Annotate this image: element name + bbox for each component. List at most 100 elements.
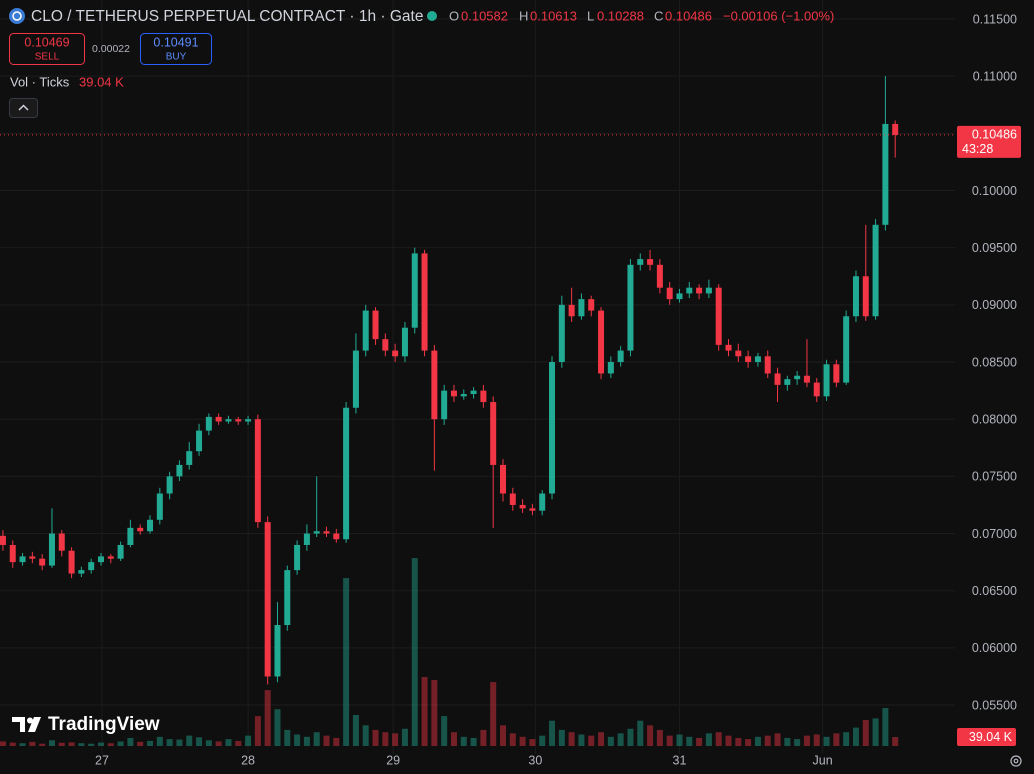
settings-icon[interactable]	[1010, 755, 1022, 767]
volume-bar	[852, 727, 859, 746]
volume-bar	[774, 733, 781, 746]
candle-body	[205, 416, 212, 431]
volume-bar	[539, 735, 546, 746]
candle-body	[254, 419, 261, 523]
candle-body	[88, 562, 95, 571]
candle-body	[29, 556, 36, 559]
candle-body	[294, 544, 301, 571]
collapse-button[interactable]	[9, 98, 38, 118]
candle-body	[225, 419, 232, 422]
volume-bar	[696, 737, 703, 746]
logo-dot	[27, 717, 33, 724]
volume-bar	[490, 682, 497, 746]
y-tick-label: 0.08000	[972, 412, 1017, 426]
brand-name: TradingView	[48, 714, 160, 735]
candle-body	[617, 350, 624, 363]
settings-icon-center	[1013, 758, 1019, 764]
volume-bar	[549, 720, 556, 746]
candle-body	[176, 464, 183, 477]
candle-body	[156, 493, 163, 520]
y-tick-label: 0.11000	[973, 69, 1017, 83]
candle-body	[803, 375, 810, 383]
candle-body	[470, 390, 477, 395]
candle-body	[568, 304, 575, 317]
candle-body	[764, 356, 771, 374]
last-volume-box	[957, 728, 1016, 747]
spread: 0.00022	[92, 43, 130, 55]
candle-body	[637, 259, 644, 265]
logo-t	[12, 717, 25, 732]
candle-body	[784, 379, 791, 385]
volume-bar	[754, 736, 761, 746]
symbol-icon	[9, 8, 25, 24]
volume-bar	[803, 735, 810, 746]
candle-body	[303, 533, 310, 545]
candle-body	[480, 390, 487, 403]
sell-button[interactable]	[9, 33, 85, 65]
candle-body	[401, 327, 408, 357]
volume-bar	[372, 729, 379, 746]
symbol-icon-mark	[12, 11, 22, 21]
volume-bar	[715, 732, 722, 746]
volume-bar	[617, 733, 624, 746]
candle-body	[460, 394, 467, 397]
candle-body	[578, 299, 585, 317]
candle-body	[647, 259, 654, 265]
volume-bar	[97, 742, 104, 746]
last-volume-label: 39.04 K	[969, 730, 1013, 744]
volume-title: Vol · Ticks	[10, 74, 70, 89]
candle-body	[892, 123, 899, 135]
volume-bar	[392, 733, 399, 746]
candle-body	[735, 350, 742, 357]
volume-bar	[205, 740, 212, 746]
y-tick-label: 0.10000	[972, 184, 1017, 198]
y-tick-label: 0.05500	[972, 698, 1017, 712]
candle-body	[352, 350, 359, 408]
sell-price: 0.10469	[24, 35, 69, 49]
sell-label: SELL	[35, 52, 60, 63]
ohlc-c: C	[654, 8, 663, 23]
candle-body	[823, 364, 830, 397]
candle-body	[411, 253, 418, 328]
candle-body	[274, 625, 281, 677]
volume-bar	[333, 737, 340, 746]
buy-button[interactable]	[140, 33, 212, 65]
candle-body	[97, 556, 104, 563]
volume-bar	[186, 735, 193, 746]
y-tick-label: 0.07000	[972, 527, 1017, 541]
candle-body	[166, 476, 173, 494]
candle-body	[705, 287, 712, 294]
volume-bar	[843, 732, 850, 746]
candle-body	[794, 375, 801, 380]
candle-body	[558, 304, 565, 363]
candle-body	[745, 356, 752, 363]
candle-body	[696, 287, 703, 294]
ohlc-close: 0.10486	[665, 8, 712, 23]
volume-bar	[588, 735, 595, 746]
market-status	[427, 11, 437, 21]
ohlc-l: L	[587, 8, 594, 23]
candle-body	[362, 310, 369, 351]
candle-body	[833, 364, 840, 383]
candle-body	[549, 362, 556, 494]
volume-bar	[225, 739, 232, 746]
candle-body	[127, 527, 134, 545]
symbol-title[interactable]: CLO / TETHERUS PERPETUAL CONTRACT · 1h ·…	[31, 8, 423, 25]
volume-bar	[0, 741, 6, 746]
candle-body	[19, 556, 26, 563]
volume-bar	[529, 739, 536, 746]
last-price-box	[957, 125, 1021, 158]
volume-bar	[872, 718, 879, 746]
y-tick-label: 0.09000	[972, 298, 1017, 312]
volume-bar	[343, 578, 350, 746]
candle-body	[58, 533, 65, 551]
y-tick-label: 0.09500	[972, 241, 1017, 255]
volume-bar	[725, 735, 732, 746]
volume-bar	[882, 708, 889, 746]
volume-bar	[676, 734, 683, 746]
volume-bar	[323, 735, 330, 746]
volume-bar	[813, 734, 820, 746]
candle-body	[499, 464, 506, 494]
volume-bar	[196, 737, 203, 746]
